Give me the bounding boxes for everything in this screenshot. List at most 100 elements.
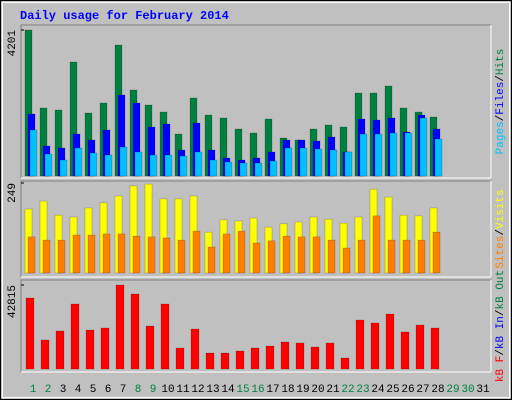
x-tick-label: 26 xyxy=(401,384,414,396)
legend: Pages/Files/Hits xyxy=(495,49,507,155)
bar xyxy=(164,154,173,177)
bar xyxy=(145,325,155,370)
x-tick-label: 27 xyxy=(416,384,429,396)
legend-entry: kB Out xyxy=(495,270,507,310)
x-tick-label: 28 xyxy=(431,384,444,396)
bar xyxy=(344,151,353,177)
legend-entry: Files xyxy=(495,82,507,115)
y-tick-label: 42815 xyxy=(7,285,19,318)
bar xyxy=(284,147,293,177)
bar xyxy=(265,345,275,370)
x-tick-label: 24 xyxy=(371,384,385,396)
bar xyxy=(434,138,443,177)
bar xyxy=(100,327,110,370)
x-tick-label: 8 xyxy=(135,384,142,396)
x-tick-label: 21 xyxy=(326,384,340,396)
x-tick-label: 7 xyxy=(120,384,127,396)
bar xyxy=(430,327,440,370)
bar xyxy=(340,357,350,370)
legend-separator: / xyxy=(495,349,507,356)
bar xyxy=(374,133,383,177)
x-tick-label: 3 xyxy=(60,384,67,396)
bar xyxy=(250,347,260,370)
x-tick-label: 29 xyxy=(446,384,459,396)
x-tick-label: 20 xyxy=(311,384,324,396)
bar xyxy=(85,329,95,370)
x-tick-label: 4 xyxy=(75,384,82,396)
bar xyxy=(329,149,338,177)
bar xyxy=(254,162,263,177)
bar xyxy=(179,155,188,177)
bar xyxy=(220,352,230,370)
bar xyxy=(267,240,276,274)
bar xyxy=(385,313,395,370)
x-tick-label: 9 xyxy=(150,384,157,396)
x-tick-label: 12 xyxy=(191,384,204,396)
bar xyxy=(402,239,411,274)
y-tick-label: 4201 xyxy=(7,30,19,57)
bar xyxy=(222,233,231,274)
bar xyxy=(194,151,203,177)
bar xyxy=(192,230,201,274)
bar xyxy=(57,239,66,274)
bar xyxy=(130,293,140,370)
bar xyxy=(235,350,245,370)
bar xyxy=(387,239,396,274)
bar xyxy=(117,233,126,274)
bar xyxy=(72,234,81,274)
bar xyxy=(310,346,320,370)
bar xyxy=(295,342,305,370)
bar xyxy=(87,234,96,274)
bar xyxy=(415,324,425,370)
bar xyxy=(207,246,216,274)
x-tick-label: 2 xyxy=(45,384,52,396)
bar xyxy=(280,341,290,370)
bar xyxy=(177,239,186,274)
bar xyxy=(389,132,398,177)
x-tick-label: 19 xyxy=(296,384,309,396)
bar xyxy=(162,237,171,274)
bar xyxy=(299,147,308,177)
x-tick-label: 1 xyxy=(30,384,37,396)
x-tick-label: 11 xyxy=(176,384,190,396)
bar xyxy=(432,231,441,274)
bar xyxy=(357,239,366,274)
bar xyxy=(237,230,246,274)
bar xyxy=(372,215,381,274)
x-tick-label: 25 xyxy=(386,384,399,396)
bar xyxy=(70,303,80,370)
bar xyxy=(370,322,380,370)
bar xyxy=(59,159,68,177)
bar xyxy=(355,319,365,370)
legend: kB F/kB In/kB Out xyxy=(495,270,507,382)
legend-entry: Visits xyxy=(495,189,507,229)
legend-entry: Pages xyxy=(495,121,507,154)
bar xyxy=(325,342,335,370)
bar xyxy=(160,303,170,370)
bar xyxy=(134,151,143,177)
x-tick-label: 5 xyxy=(90,384,97,396)
bar xyxy=(327,239,336,274)
bar xyxy=(27,236,36,274)
bar xyxy=(104,154,113,177)
legend-entry: Hits xyxy=(495,49,507,75)
x-tick-label: 10 xyxy=(161,384,174,396)
legend-separator: / xyxy=(495,309,507,316)
x-tick-label: 22 xyxy=(341,384,354,396)
x-tick-label: 23 xyxy=(356,384,369,396)
bar xyxy=(42,239,51,274)
x-tick-label: 13 xyxy=(206,384,219,396)
bar xyxy=(342,247,351,274)
bar xyxy=(119,146,128,177)
bar xyxy=(419,117,428,177)
bar xyxy=(252,242,261,274)
bar xyxy=(312,236,321,274)
x-tick-label: 6 xyxy=(105,384,112,396)
bar xyxy=(102,233,111,274)
bar xyxy=(149,154,158,177)
bar xyxy=(29,129,38,177)
bar xyxy=(209,159,218,177)
